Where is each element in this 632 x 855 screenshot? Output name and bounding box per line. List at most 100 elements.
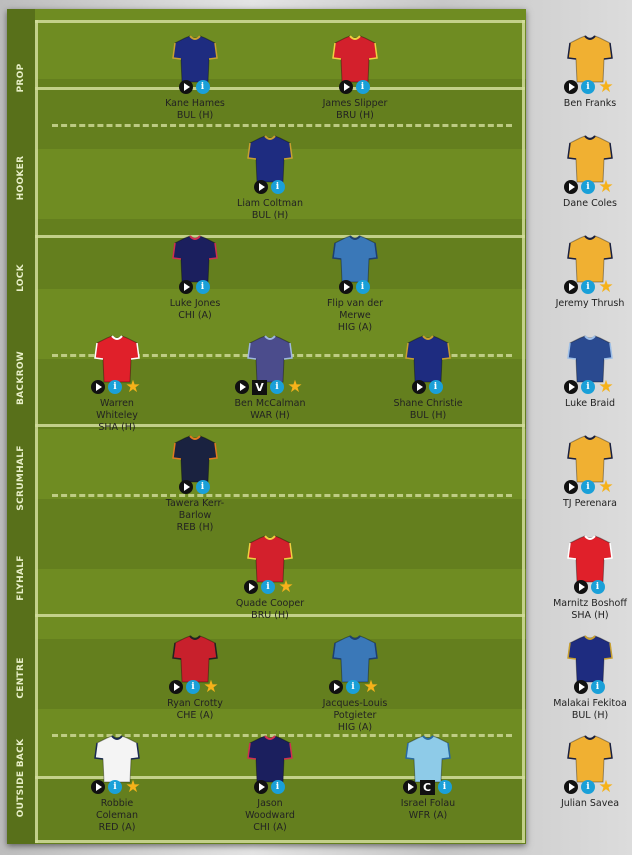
player-card[interactable]: i ★ Warren Whiteley SHA (H) [69, 334, 165, 434]
play-icon[interactable] [338, 280, 353, 294]
player-name[interactable]: Ben Franks [563, 98, 617, 109]
player-name[interactable]: Liam Coltman [237, 198, 303, 209]
play-icon[interactable] [573, 680, 588, 694]
play-icon[interactable] [169, 680, 183, 694]
player-card[interactable]: i ★ Jeremy Thrush [542, 234, 632, 310]
play-icon[interactable] [564, 80, 578, 94]
info-icon[interactable]: i [261, 580, 275, 594]
player-card[interactable]: i Kane Hames BUL (H) [147, 34, 243, 122]
play-icon[interactable] [178, 280, 193, 294]
star-icon[interactable]: ★ [598, 377, 614, 397]
player-card[interactable]: i ★ Robbie Coleman RED (A) [69, 734, 165, 834]
info-icon[interactable]: i [270, 380, 284, 394]
player-name[interactable]: Shane Christie [393, 398, 463, 409]
info-icon[interactable]: i [581, 380, 595, 394]
play-icon[interactable] [253, 780, 268, 794]
player-name[interactable]: Ryan Crotty [167, 698, 223, 709]
player-card[interactable]: i ★ Julian Savea [542, 734, 632, 810]
play-icon[interactable] [564, 780, 578, 794]
info-icon[interactable]: i [581, 780, 595, 794]
player-name[interactable]: Jason Woodward [245, 798, 295, 821]
play-icon[interactable] [564, 480, 578, 494]
player-card[interactable]: i Flip van der Merwe HIG (A) [307, 234, 403, 334]
player-card[interactable]: i James Slipper BRU (H) [307, 34, 403, 122]
player-name[interactable]: Quade Cooper [235, 598, 305, 609]
player-name[interactable]: Dane Coles [563, 198, 617, 209]
play-icon[interactable] [564, 380, 578, 394]
player-name[interactable]: Jeremy Thrush [555, 298, 625, 309]
play-icon[interactable] [564, 280, 578, 294]
star-icon[interactable]: ★ [598, 177, 614, 197]
info-icon[interactable]: i [590, 580, 605, 594]
play-icon[interactable] [235, 380, 249, 394]
player-name[interactable]: Kane Hames [165, 98, 225, 109]
star-icon[interactable]: ★ [287, 377, 303, 397]
player-name[interactable]: TJ Perenara [563, 498, 617, 509]
player-card[interactable]: i ★ Ryan Crotty CHE (A) [147, 634, 243, 722]
player-card[interactable]: i ★ Jacques-Louis Potgieter HIG (A) [307, 634, 403, 734]
info-icon[interactable]: i [581, 180, 595, 194]
info-icon[interactable]: i [581, 480, 595, 494]
info-icon[interactable]: i [195, 80, 210, 94]
player-card[interactable]: i ★ Quade Cooper BRU (H) [222, 534, 318, 622]
star-icon[interactable]: ★ [125, 377, 141, 397]
player-card[interactable]: i ★ Luke Braid [542, 334, 632, 410]
star-icon[interactable]: ★ [125, 777, 141, 797]
play-icon[interactable] [253, 180, 268, 194]
player-name[interactable]: Israel Folau [400, 798, 456, 809]
play-icon[interactable] [329, 680, 343, 694]
play-icon[interactable] [402, 780, 417, 794]
player-card[interactable]: i Jason Woodward CHI (A) [222, 734, 318, 834]
play-icon[interactable] [244, 580, 258, 594]
star-icon[interactable]: ★ [598, 777, 614, 797]
play-icon[interactable] [564, 180, 578, 194]
player-card[interactable]: i ★ TJ Perenara [542, 434, 632, 510]
player-card[interactable]: i Tawera Kerr-Barlow REB (H) [147, 434, 243, 534]
info-icon[interactable]: i [355, 80, 370, 94]
play-icon[interactable] [573, 580, 588, 594]
player-card[interactable]: i Luke Jones CHI (A) [147, 234, 243, 322]
play-icon[interactable] [178, 80, 193, 94]
play-icon[interactable] [411, 380, 426, 394]
player-name[interactable]: Flip van der Merwe [326, 298, 384, 321]
info-icon[interactable]: i [428, 380, 443, 394]
info-icon[interactable]: i [437, 780, 452, 794]
player-card[interactable]: i ★ Ben Franks [542, 34, 632, 110]
player-name[interactable]: James Slipper [322, 98, 388, 109]
star-icon[interactable]: ★ [598, 277, 614, 297]
player-name[interactable]: Ben McCalman [234, 398, 306, 409]
info-icon[interactable]: i [355, 280, 370, 294]
player-name[interactable]: Luke Braid [564, 398, 616, 409]
play-icon[interactable] [91, 380, 105, 394]
info-icon[interactable]: i [186, 680, 200, 694]
info-icon[interactable]: i [581, 80, 595, 94]
info-icon[interactable]: i [590, 680, 605, 694]
info-icon[interactable]: i [270, 780, 285, 794]
vice-captain-badge[interactable]: V [252, 380, 267, 395]
play-icon[interactable] [338, 80, 353, 94]
player-card[interactable]: i Shane Christie BUL (H) [380, 334, 476, 422]
star-icon[interactable]: ★ [363, 677, 379, 697]
player-name[interactable]: Julian Savea [560, 798, 620, 809]
player-name[interactable]: Jacques-Louis Potgieter [322, 698, 388, 721]
player-name[interactable]: Warren Whiteley [96, 398, 138, 421]
player-card[interactable]: i Marnitz Boshoff SHA (H) [542, 534, 632, 622]
player-card[interactable]: i Malakai Fekitoa BUL (H) [542, 634, 632, 722]
play-icon[interactable] [91, 780, 105, 794]
play-icon[interactable] [178, 480, 193, 494]
captain-badge[interactable]: C [419, 780, 435, 795]
info-icon[interactable]: i [581, 280, 595, 294]
info-icon[interactable]: i [270, 180, 285, 194]
info-icon[interactable]: i [195, 280, 210, 294]
info-icon[interactable]: i [108, 380, 122, 394]
star-icon[interactable]: ★ [278, 577, 294, 597]
star-icon[interactable]: ★ [598, 477, 614, 497]
info-icon[interactable]: i [195, 480, 210, 494]
player-name[interactable]: Malakai Fekitoa [553, 698, 627, 709]
player-card[interactable]: i ★ Dane Coles [542, 134, 632, 210]
player-card[interactable]: i Liam Coltman BUL (H) [222, 134, 318, 222]
player-name[interactable]: Luke Jones [169, 298, 221, 309]
player-name[interactable]: Robbie Coleman [95, 798, 139, 821]
